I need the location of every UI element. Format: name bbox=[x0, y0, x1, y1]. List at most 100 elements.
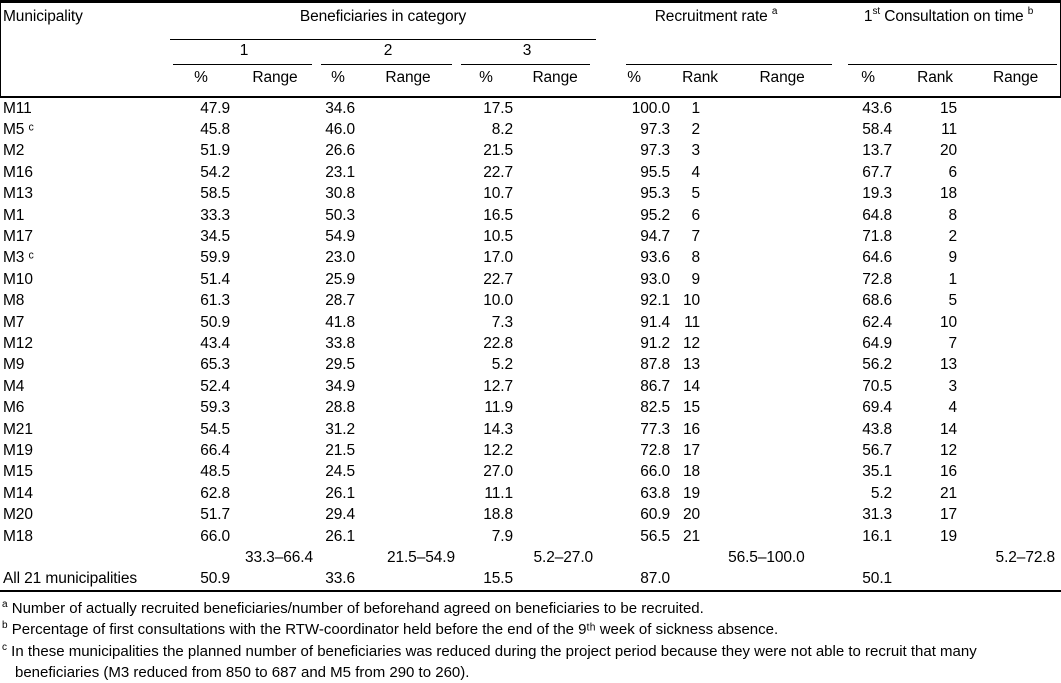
cell: 43.8 bbox=[862, 420, 893, 438]
cell: 8 bbox=[691, 249, 701, 267]
cell: 51.4 bbox=[200, 270, 230, 288]
footnote-b: b Percentage of first consultations with… bbox=[2, 620, 779, 639]
cell: 14 bbox=[683, 377, 701, 395]
cell: 19 bbox=[683, 484, 701, 502]
cell: 21.5 bbox=[325, 442, 355, 459]
cell bbox=[970, 97, 1061, 119]
cell: 34.5 bbox=[200, 227, 230, 245]
col-header-recruitment-range: Range bbox=[728, 64, 837, 98]
cell: 19.3 bbox=[862, 185, 893, 203]
cell: M4 bbox=[3, 377, 25, 395]
cell bbox=[358, 226, 458, 247]
cell bbox=[232, 568, 318, 592]
cell: 29.5 bbox=[325, 356, 355, 374]
cell: M13 bbox=[3, 185, 33, 203]
cell: 17 bbox=[683, 442, 701, 459]
cell bbox=[514, 162, 596, 183]
cell: 4 bbox=[948, 399, 958, 417]
cell: 15 bbox=[940, 99, 958, 117]
cell bbox=[358, 568, 458, 592]
cell bbox=[514, 419, 596, 440]
cell: 5.2 bbox=[870, 484, 893, 502]
cell: 13 bbox=[683, 356, 701, 374]
cell: 69.4 bbox=[862, 399, 893, 417]
cell bbox=[970, 504, 1061, 525]
cell bbox=[900, 547, 970, 568]
cell: 64.9 bbox=[862, 334, 893, 352]
cell bbox=[232, 269, 318, 290]
cell bbox=[358, 290, 458, 311]
cell: 66.4 bbox=[200, 442, 230, 459]
cell: M2 bbox=[3, 142, 25, 160]
range-row: 33.3–66.4 21.5–54.9 5.2–27.0 56.5–100.0 5.2–… bbox=[0, 547, 1061, 568]
cell bbox=[728, 397, 836, 418]
municipality-results-table: Municipality Beneficiaries in category R… bbox=[0, 0, 1061, 592]
cell bbox=[970, 440, 1061, 461]
col-header-consultation-percent: % bbox=[836, 64, 901, 98]
cell bbox=[728, 568, 837, 592]
category-1-underline bbox=[173, 63, 312, 65]
cell bbox=[232, 119, 318, 140]
cell: M6 bbox=[3, 399, 25, 417]
cell: 20 bbox=[683, 506, 701, 524]
cell: 13 bbox=[940, 356, 958, 374]
cell: 93.6 bbox=[640, 249, 671, 267]
cell bbox=[358, 354, 458, 375]
col-header-recruitment-rank: Rank bbox=[672, 64, 729, 98]
cell: 22.7 bbox=[483, 163, 513, 181]
col-group-consultation: 1st Consultation on time b bbox=[836, 2, 1061, 65]
cell bbox=[514, 440, 596, 461]
cell bbox=[728, 226, 836, 247]
cell bbox=[970, 568, 1061, 592]
cell: 22.8 bbox=[483, 334, 513, 352]
cell bbox=[970, 269, 1061, 290]
cell bbox=[970, 526, 1061, 547]
table-row: M7 50.9 41.8 7.3 91.4 11 62.4 10 bbox=[0, 312, 1061, 333]
cell: M14 bbox=[3, 484, 33, 502]
cell: 18 bbox=[683, 463, 701, 481]
cell bbox=[728, 440, 836, 461]
cell: 8 bbox=[948, 206, 958, 224]
cell: 10.5 bbox=[483, 227, 513, 245]
cell bbox=[358, 376, 458, 397]
cell: 67.7 bbox=[862, 163, 893, 181]
cell: 2 bbox=[948, 227, 958, 245]
cell: 7.3 bbox=[491, 313, 513, 331]
cell: 18 bbox=[940, 185, 958, 203]
cell: 66.0 bbox=[640, 463, 671, 481]
cell: 52.4 bbox=[200, 377, 230, 395]
cell: M7 bbox=[3, 313, 25, 331]
cell: M9 bbox=[3, 356, 25, 374]
cell: 64.8 bbox=[862, 206, 893, 224]
cell bbox=[728, 312, 836, 333]
cell bbox=[514, 312, 596, 333]
table-row: M18 66.0 26.1 7.9 56.5 21 16.1 19 bbox=[0, 526, 1061, 547]
cell bbox=[514, 247, 596, 268]
cell bbox=[970, 333, 1061, 354]
cell bbox=[170, 547, 232, 568]
cell bbox=[232, 162, 318, 183]
cell bbox=[514, 461, 596, 482]
col-group-category-1: 1 bbox=[170, 40, 318, 65]
header-left-rule bbox=[0, 0, 1, 98]
cell bbox=[728, 205, 836, 226]
cell bbox=[970, 162, 1061, 183]
category-3-underline bbox=[461, 63, 591, 65]
cell bbox=[970, 397, 1061, 418]
cell: 70.5 bbox=[862, 377, 893, 395]
footnote-c: c In these municipalities the planned nu… bbox=[2, 641, 977, 682]
cell bbox=[232, 461, 318, 482]
cell bbox=[232, 504, 318, 525]
cell: 100.0 bbox=[631, 99, 671, 117]
cell bbox=[232, 333, 318, 354]
cell: M16 bbox=[3, 163, 33, 181]
cell bbox=[970, 483, 1061, 504]
cell: 68.6 bbox=[862, 292, 893, 310]
cell bbox=[514, 119, 596, 140]
cell bbox=[358, 205, 458, 226]
cell: 11.9 bbox=[484, 399, 513, 417]
cell: 51.7 bbox=[200, 506, 230, 524]
cell: 29.4 bbox=[325, 506, 355, 524]
cell bbox=[970, 119, 1061, 140]
cell: M11 bbox=[3, 99, 32, 117]
